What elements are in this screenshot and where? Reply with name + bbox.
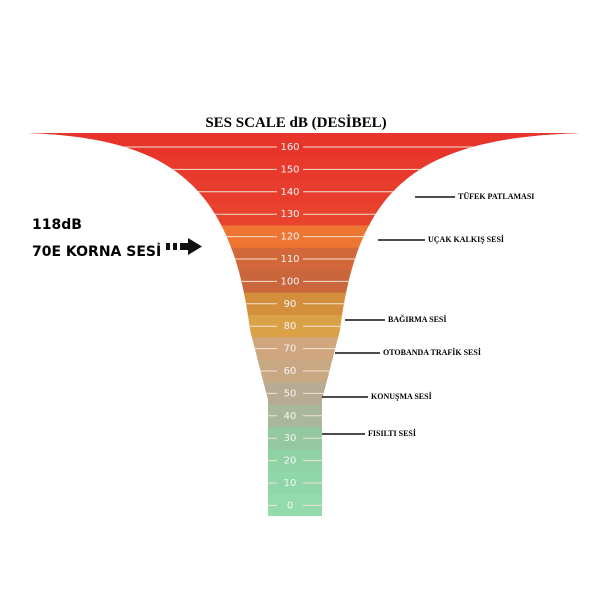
level-label-bg: [277, 253, 303, 265]
level-label-bg: [277, 432, 303, 445]
level-label-bg: [277, 297, 303, 310]
level-label: 80: [284, 321, 297, 332]
arrow: [166, 238, 202, 255]
level-label-bg: [277, 320, 303, 333]
level-label-bg: [277, 454, 303, 467]
level-label: 30: [284, 433, 297, 444]
level-label: 40: [284, 411, 297, 422]
level-label-bg: [277, 185, 303, 198]
level-label: 160: [280, 142, 299, 153]
level-label: 20: [284, 456, 297, 467]
annotation-label: UÇAK KALKIŞ SESİ: [428, 234, 504, 244]
level-label: 90: [284, 299, 297, 310]
annotation-label: FISILTI SESİ: [368, 428, 416, 438]
level-label: 130: [280, 209, 299, 220]
level-label: 70: [284, 344, 297, 355]
title: SES SCALE dB (DESİBEL): [205, 114, 386, 131]
callout-value: 118dB: [32, 217, 82, 233]
level-label-bg: [277, 387, 303, 400]
level-label: 150: [280, 164, 299, 175]
level-label: 0: [287, 500, 293, 511]
annotation-label: KONUŞMA SESİ: [371, 391, 432, 401]
level-label: 140: [280, 187, 299, 198]
annotation-label: OTOBANDA TRAFİK SESİ: [383, 347, 481, 357]
level-label-bg: [277, 163, 303, 176]
level-label-bg: [277, 499, 303, 512]
level-label-bg: [277, 230, 303, 243]
level-label-bg: [277, 342, 303, 355]
annotation-label: BAĞIRMA SESİ: [388, 314, 446, 324]
level-label: 10: [284, 478, 297, 489]
annotations: TÜFEK PATLAMASI UÇAK KALKIŞ SESİ BAĞIRMA S…: [322, 192, 534, 438]
level-label: 120: [280, 232, 299, 243]
level-label: 100: [280, 276, 299, 287]
level-label: 110: [280, 254, 299, 265]
level-label: 60: [284, 366, 297, 377]
callout-label: 70E KORNA SESİ: [32, 243, 161, 260]
level-label-bg: [277, 477, 303, 489]
annotation-label: TÜFEK PATLAMASI: [458, 192, 534, 201]
level-label-bg: [277, 409, 303, 422]
level-label-bg: [277, 275, 303, 288]
level-label-bg: [277, 365, 303, 377]
level-label-bg: [277, 141, 303, 153]
level-label-bg: [277, 208, 303, 221]
level-label: 50: [284, 388, 297, 399]
